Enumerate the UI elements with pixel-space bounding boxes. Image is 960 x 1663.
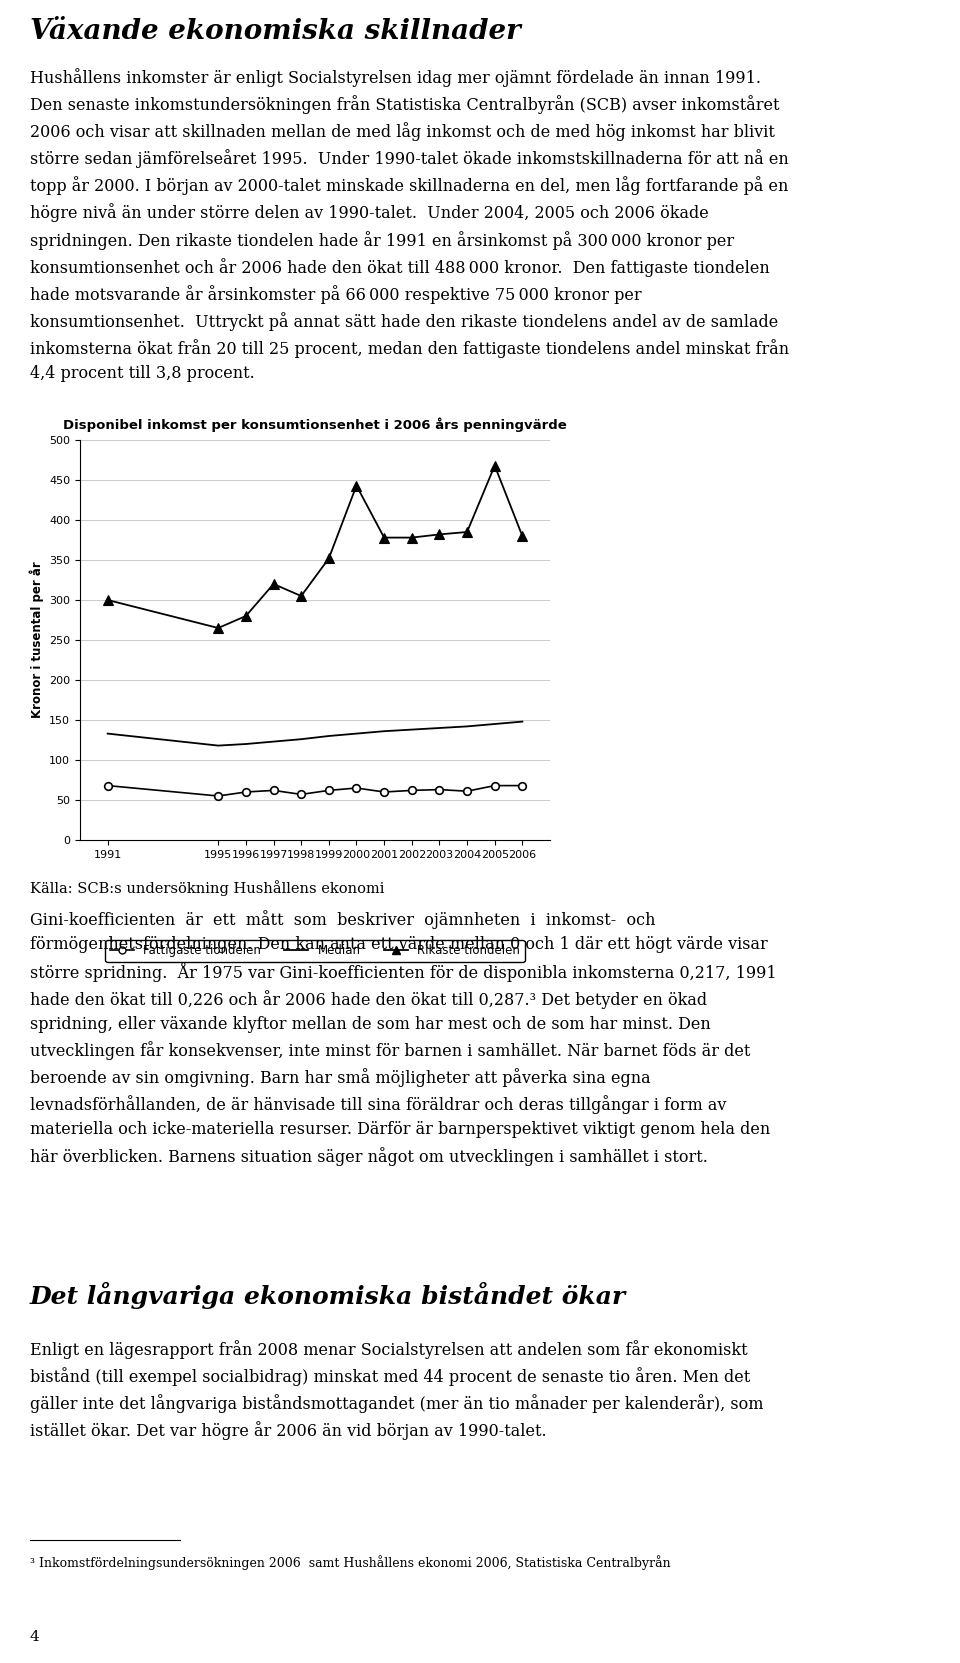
Text: 4: 4 [30,1630,39,1645]
Text: ³ Inkomstfördelningsundersökningen 2006  samt Hushållens ekonomi 2006, Statistis: ³ Inkomstfördelningsundersökningen 2006 … [30,1555,671,1570]
Title: Disponibel inkomst per konsumtionsenhet i 2006 års penningvärde: Disponibel inkomst per konsumtionsenhet … [63,417,566,432]
Y-axis label: Kronor i tusental per år: Kronor i tusental per år [29,562,43,718]
Text: Gini-koefficienten  är  ett  mått  som  beskriver  ojämnheten  i  inkomst-  och
: Gini-koefficienten är ett mått som beskr… [30,910,777,1166]
Text: Hushållens inkomster är enligt Socialstyrelsen idag mer ojämnt fördelade än inna: Hushållens inkomster är enligt Socialsty… [30,68,789,382]
Text: Källa: SCB:s undersökning Hushållens ekonomi: Källa: SCB:s undersökning Hushållens eko… [30,880,385,896]
Text: Det långvariga ekonomiska biståndet ökar: Det långvariga ekonomiska biståndet ökar [30,1282,626,1309]
Text: Växande ekonomiska skillnader: Växande ekonomiska skillnader [30,18,520,45]
Legend: Fattigaste tiondelen, Median, Rikaste tiondelen: Fattigaste tiondelen, Median, Rikaste ti… [106,940,525,963]
Text: Enligt en lägesrapport från 2008 menar Socialstyrelsen att andelen som får ekono: Enligt en lägesrapport från 2008 menar S… [30,1340,763,1440]
